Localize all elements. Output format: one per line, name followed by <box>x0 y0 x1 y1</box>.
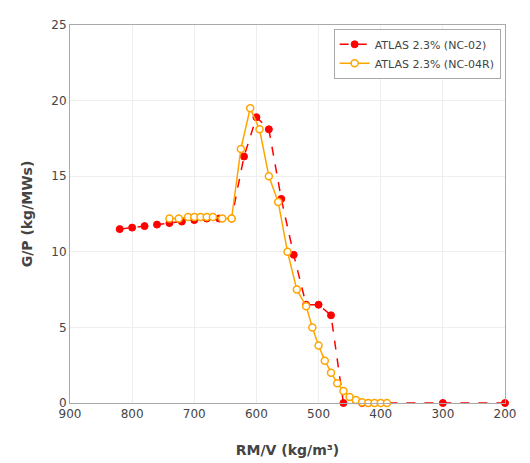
svg-text:700: 700 <box>183 407 206 421</box>
svg-text:10: 10 <box>51 245 66 259</box>
svg-text:5: 5 <box>59 321 67 335</box>
svg-text:400: 400 <box>369 407 392 421</box>
svg-text:300: 300 <box>431 407 454 421</box>
svg-text:0: 0 <box>59 396 67 410</box>
svg-text:G/P (kg/MWs): G/P (kg/MWs) <box>19 161 35 268</box>
svg-text:200: 200 <box>494 407 517 421</box>
svg-text:15: 15 <box>51 169 66 183</box>
svg-text:900: 900 <box>59 407 82 421</box>
svg-text:20: 20 <box>51 94 66 108</box>
svg-text:RM/V (kg/m³): RM/V (kg/m³) <box>236 442 340 458</box>
svg-text:800: 800 <box>121 407 144 421</box>
svg-text:500: 500 <box>307 407 330 421</box>
svg-text:25: 25 <box>51 18 66 32</box>
svg-text:600: 600 <box>245 407 268 421</box>
svg-text:ATLAS 2.3% (NC-04R): ATLAS 2.3% (NC-04R) <box>375 58 494 71</box>
svg-text:ATLAS 2.3% (NC-02): ATLAS 2.3% (NC-02) <box>375 39 487 52</box>
